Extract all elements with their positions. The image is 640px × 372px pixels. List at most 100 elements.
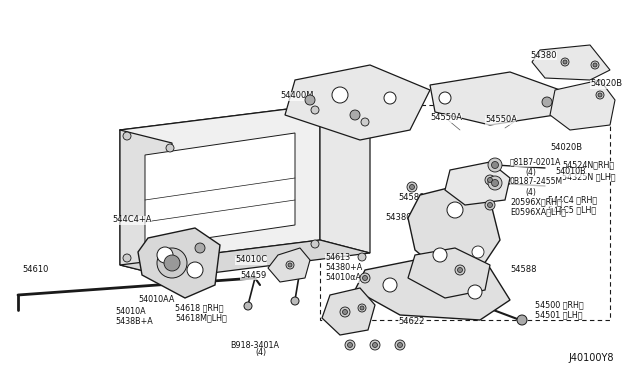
Text: 544C4+A: 544C4+A xyxy=(112,215,152,224)
Polygon shape xyxy=(285,65,430,140)
Text: B918-3401A: B918-3401A xyxy=(230,330,279,350)
Text: 54010αA: 54010αA xyxy=(325,273,361,282)
Circle shape xyxy=(596,91,604,99)
Circle shape xyxy=(358,304,366,312)
Circle shape xyxy=(370,340,380,350)
Text: 54622: 54622 xyxy=(398,317,424,327)
Circle shape xyxy=(244,302,252,310)
Circle shape xyxy=(407,182,417,192)
Polygon shape xyxy=(320,105,370,253)
Circle shape xyxy=(348,343,353,347)
Text: 54550A: 54550A xyxy=(485,115,517,125)
Polygon shape xyxy=(322,288,375,335)
Text: 54618M〈LH〉: 54618M〈LH〉 xyxy=(175,314,227,323)
Text: 544C5 〈LH〉: 544C5 〈LH〉 xyxy=(548,205,596,215)
Circle shape xyxy=(439,92,451,104)
Circle shape xyxy=(360,273,370,283)
Circle shape xyxy=(157,247,173,263)
Circle shape xyxy=(311,106,319,114)
Polygon shape xyxy=(408,248,490,298)
Text: (4): (4) xyxy=(525,187,536,196)
Text: 54380: 54380 xyxy=(530,51,557,60)
Text: 54550A: 54550A xyxy=(430,113,462,122)
Polygon shape xyxy=(145,133,295,247)
Circle shape xyxy=(340,307,350,317)
Text: 54500 〈RH〉: 54500 〈RH〉 xyxy=(535,301,584,310)
Polygon shape xyxy=(532,45,610,80)
Text: J40100Y8: J40100Y8 xyxy=(568,353,614,363)
Text: 81B7-0201A: 81B7-0201A xyxy=(510,157,561,167)
Text: 54010A: 54010A xyxy=(115,308,146,317)
Text: 54010C: 54010C xyxy=(235,256,267,264)
Circle shape xyxy=(447,202,463,218)
Text: 54020B: 54020B xyxy=(550,144,582,153)
Circle shape xyxy=(563,60,567,64)
Polygon shape xyxy=(430,72,560,125)
Circle shape xyxy=(195,243,205,253)
Text: 54020B: 54020B xyxy=(590,80,622,89)
Circle shape xyxy=(593,63,597,67)
Text: 5438B+A: 5438B+A xyxy=(115,317,153,327)
Circle shape xyxy=(561,58,569,66)
Text: (4): (4) xyxy=(255,347,266,356)
Circle shape xyxy=(372,343,378,347)
Circle shape xyxy=(362,276,367,280)
Circle shape xyxy=(286,261,294,269)
Text: 54524N〈RH〉: 54524N〈RH〉 xyxy=(562,160,614,170)
Circle shape xyxy=(360,306,364,310)
Circle shape xyxy=(332,87,348,103)
Polygon shape xyxy=(120,105,320,265)
Text: 54400M: 54400M xyxy=(280,92,314,100)
Circle shape xyxy=(187,262,203,278)
Polygon shape xyxy=(120,240,370,278)
Circle shape xyxy=(305,95,315,105)
Circle shape xyxy=(395,340,405,350)
Polygon shape xyxy=(355,255,510,320)
Circle shape xyxy=(123,132,131,140)
Polygon shape xyxy=(120,130,172,278)
Circle shape xyxy=(591,61,599,69)
Circle shape xyxy=(472,246,484,258)
Text: 544C4 〈RH〉: 544C4 〈RH〉 xyxy=(548,196,597,205)
Circle shape xyxy=(488,202,493,208)
Circle shape xyxy=(166,268,174,276)
Circle shape xyxy=(485,200,495,210)
Text: 54618 〈RH〉: 54618 〈RH〉 xyxy=(175,304,223,312)
Circle shape xyxy=(288,263,292,267)
Text: 54588: 54588 xyxy=(510,266,536,275)
Text: 54380+A: 54380+A xyxy=(325,263,362,273)
Text: 54459: 54459 xyxy=(240,270,266,279)
Circle shape xyxy=(485,175,495,185)
Text: 54613: 54613 xyxy=(325,253,350,263)
Circle shape xyxy=(492,180,499,186)
Circle shape xyxy=(433,248,447,262)
Circle shape xyxy=(492,161,499,169)
Text: 54325N 〈LH〉: 54325N 〈LH〉 xyxy=(562,173,616,182)
Polygon shape xyxy=(138,228,220,298)
Polygon shape xyxy=(550,80,615,130)
Circle shape xyxy=(488,177,493,183)
Circle shape xyxy=(166,144,174,152)
Circle shape xyxy=(542,97,552,107)
Circle shape xyxy=(350,110,360,120)
Circle shape xyxy=(123,254,131,262)
Text: 54501 〈LH〉: 54501 〈LH〉 xyxy=(535,311,582,320)
Polygon shape xyxy=(445,162,510,205)
Circle shape xyxy=(488,176,502,190)
Circle shape xyxy=(455,265,465,275)
Bar xyxy=(320,105,610,320)
Circle shape xyxy=(517,315,527,325)
Circle shape xyxy=(383,278,397,292)
Circle shape xyxy=(397,343,403,347)
Circle shape xyxy=(384,92,396,104)
Text: 20596X〈RH〉: 20596X〈RH〉 xyxy=(510,198,562,206)
Circle shape xyxy=(342,310,348,314)
Circle shape xyxy=(311,240,319,248)
Text: 54580: 54580 xyxy=(398,193,424,202)
Circle shape xyxy=(345,340,355,350)
Text: 0B187-2455M: 0B187-2455M xyxy=(510,177,563,186)
Circle shape xyxy=(361,118,369,126)
Text: E0596XA〈LH〉: E0596XA〈LH〉 xyxy=(510,208,566,217)
Circle shape xyxy=(358,253,366,261)
Text: 54380+A: 54380+A xyxy=(385,214,424,222)
